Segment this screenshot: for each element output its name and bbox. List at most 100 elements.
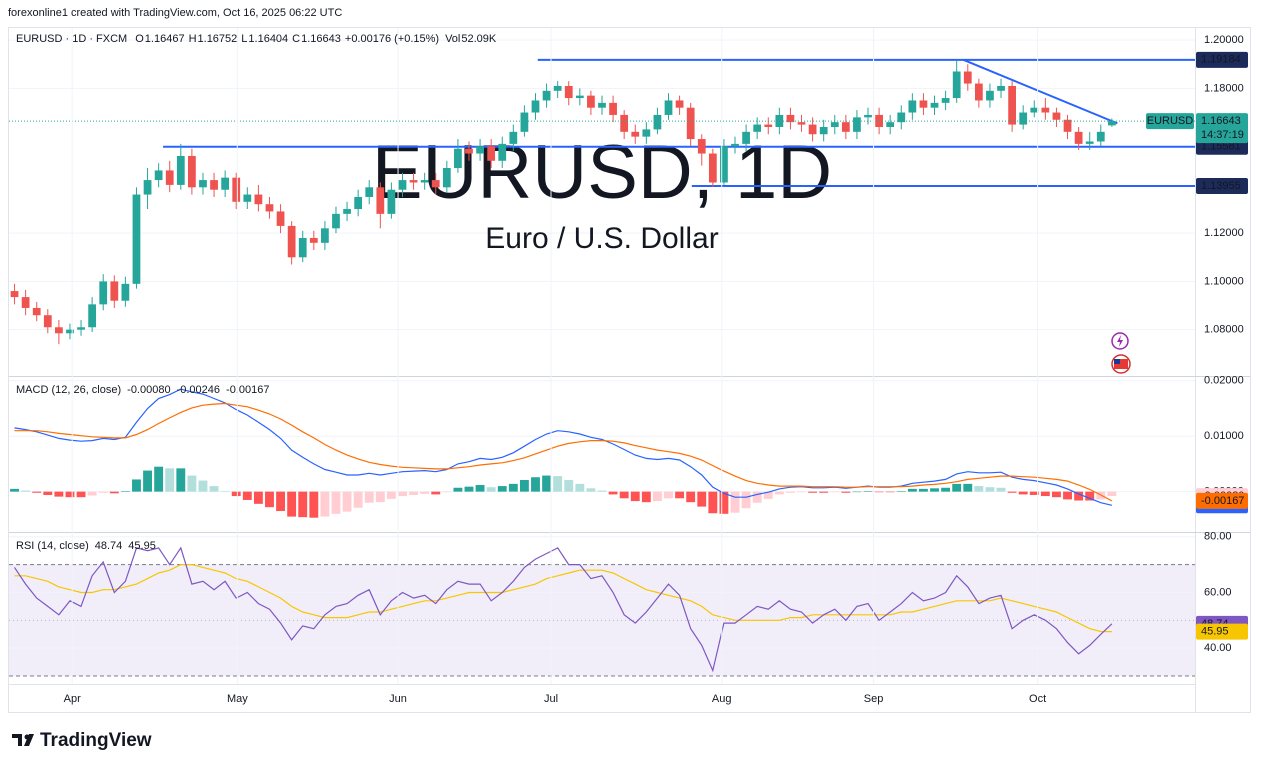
candle-body [1063,119,1072,132]
candle-body [276,211,285,226]
candle-body [221,177,230,190]
candle-body [199,180,207,188]
candle-body [121,283,130,301]
last-price-box [1196,113,1248,144]
histogram-bar [863,491,873,492]
histogram-bar [974,486,984,492]
candle-body [465,148,473,154]
histogram-bar [1007,491,1017,493]
y-tick-label: 1.12000 [1204,227,1244,239]
x-tick-label: Aug [712,693,732,705]
histogram-bar [619,491,629,499]
histogram-bar [276,491,285,512]
y-tick-label: 60.00 [1204,586,1232,598]
candle-body [997,85,1005,91]
histogram-bar [187,475,197,492]
candle-body [841,122,850,132]
candle-body [176,155,185,185]
histogram-bar [664,491,673,499]
y-tick-label: 1.08000 [1204,324,1244,336]
candle-body [986,90,994,101]
candle-body [1030,107,1039,113]
histogram-bar [386,491,396,499]
histogram-bar [198,480,208,492]
candle-body [1085,141,1094,144]
histogram-bar [76,491,86,498]
candle-body [387,189,396,214]
candle-body [587,95,595,108]
histogram-bar [797,491,806,493]
lightning [1117,335,1123,347]
candle-body [731,143,739,147]
ohlc-label: L [241,33,247,45]
candle-body [1041,107,1050,113]
histogram-bar [87,491,97,496]
histogram-bar [442,491,452,493]
histogram-bar [564,480,574,492]
histogram-bar [398,491,407,497]
candle-body [653,114,662,130]
histogram-bar [154,466,164,492]
candle-body [542,90,551,101]
histogram-bar [220,491,230,492]
level-label: 1.15581 [1201,141,1241,153]
candle-body [154,170,163,181]
histogram-bar [907,488,917,492]
x-tick-label: Jun [389,693,407,705]
histogram-bar [132,479,141,492]
frame [8,27,1251,713]
ohlc-label: O [135,33,144,45]
x-tick-label: Apr [64,693,81,705]
histogram-bar [874,491,884,493]
histogram-bar [508,483,518,492]
candle-body [509,131,518,144]
candle-body [99,281,108,305]
candle-body [10,291,19,298]
candle-body [864,114,872,118]
histogram-bar [885,491,895,493]
candle-body [753,124,762,132]
histogram-bar [265,491,274,508]
candle-body [575,95,584,99]
axis-value-box [1196,492,1248,509]
candle-body [265,204,274,212]
candle-body [708,153,717,183]
histogram-bar [109,491,119,494]
x-tick-label: Sep [864,693,884,705]
watermark-subtitle: Euro / U.S. Dollar [485,222,718,255]
candle-body [32,307,41,316]
candle-body [963,71,972,84]
candle-body [886,122,895,127]
x-tick-label: May [227,693,248,705]
level-label: 1.19184 [1201,54,1241,66]
candle-body [1008,85,1016,125]
header: forexonline1 created with TradingView.co… [8,7,342,19]
symbol-label: EURUSD [1147,115,1194,127]
histogram-bar [176,468,186,492]
candle-body [409,180,418,183]
candle-body [930,102,939,108]
candle-body [365,187,374,197]
histogram-bar [253,491,263,504]
candle-body [298,237,307,258]
legend-value: -0.00167 [226,384,269,396]
histogram-bar [43,491,53,495]
candle-body [66,329,74,334]
candle-body [476,146,484,154]
countdown: 14:37:19 [1201,129,1244,141]
candle-body [675,100,684,108]
change: +0.00176 (+0.15%) [345,33,439,45]
histogram-bar [475,484,485,492]
level-label-box [1196,51,1248,68]
histogram-bar [209,486,219,492]
histogram-bar [930,488,939,492]
ohlc-value: 1.16404 [248,33,288,45]
candle-body [686,107,695,140]
histogram-bar [431,491,441,495]
candle-body [764,124,773,127]
histogram-bar [143,470,152,492]
histogram-bar [586,488,596,492]
histogram-bar [21,490,31,492]
ohlc-label: H [189,33,197,45]
candle-body [720,146,728,183]
